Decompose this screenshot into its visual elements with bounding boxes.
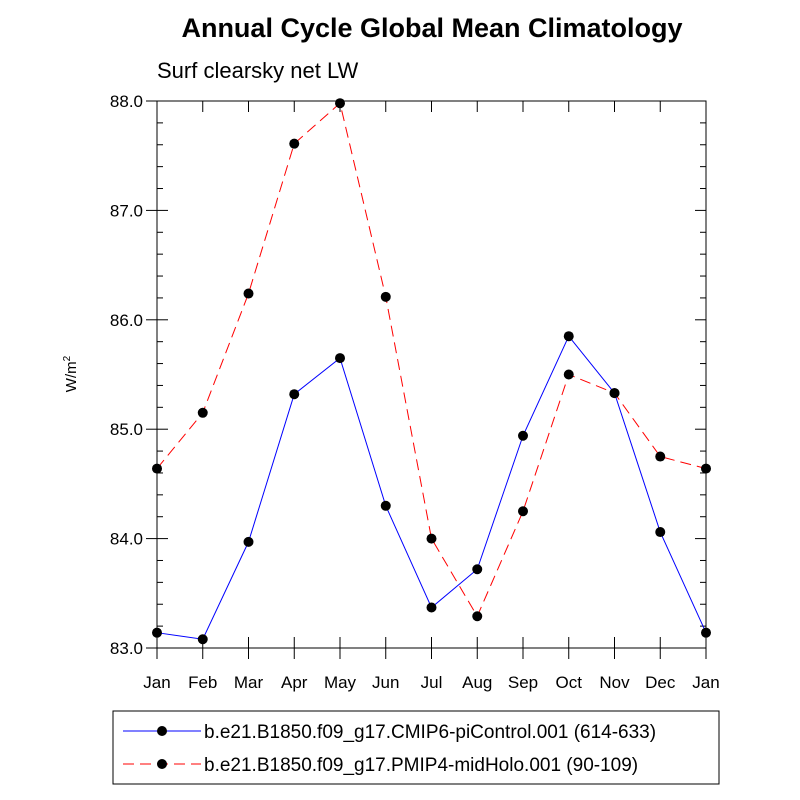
- series-1-point: [152, 627, 162, 638]
- x-tick-label: Sep: [508, 673, 538, 692]
- y-tick-label: 88.0: [110, 92, 143, 111]
- y-tick-label: 83.0: [110, 639, 143, 658]
- series-1-point: [243, 536, 254, 547]
- series-1-point: [701, 627, 711, 638]
- legend-marker-1: [157, 726, 167, 736]
- chart-title: Annual Cycle Global Mean Climatology: [181, 13, 682, 43]
- x-tick-label: Jul: [421, 673, 443, 692]
- x-tick-label: Jan: [143, 673, 170, 692]
- series-2-point: [563, 369, 574, 380]
- series-1-point: [472, 564, 483, 575]
- y-axis-label: W/m2: [62, 355, 80, 392]
- series-line-1: [156, 335, 707, 640]
- series-2-point: [655, 451, 666, 462]
- series-2-point: [426, 533, 437, 544]
- series-1-point: [426, 602, 437, 613]
- legend-marker-2: [157, 759, 167, 769]
- x-tick-label: Nov: [599, 673, 630, 692]
- x-tick-label: Jan: [692, 673, 719, 692]
- series-1-point: [289, 389, 300, 400]
- x-tick-label: Jun: [372, 673, 399, 692]
- legend-label-2: b.e21.B1850.f09_g17.PMIP4-midHolo.001 (9…: [204, 755, 638, 776]
- series-1-point: [563, 331, 574, 342]
- series-1-point: [380, 500, 391, 511]
- legend: b.e21.B1850.f09_g17.CMIP6-piControl.001 …: [112, 710, 720, 785]
- y-tick-label: 84.0: [110, 530, 143, 549]
- series-2-point: [518, 506, 528, 517]
- series-2-point: [701, 463, 711, 474]
- legend-box: [112, 710, 720, 785]
- series-2-point: [243, 288, 254, 299]
- series-1-point: [655, 527, 666, 538]
- y-tick-label: 85.0: [110, 420, 143, 439]
- series-2-point: [609, 388, 620, 399]
- x-tick-label: May: [324, 673, 357, 692]
- plot-layer: 83.0 84.0 85.0 86.0 87.0 88.0 Jan Feb Mar Apr May J…: [110, 92, 720, 692]
- series-2-point: [335, 98, 345, 109]
- x-tick-label: Apr: [281, 673, 308, 692]
- y-axis-label-text: W/m: [63, 361, 80, 392]
- series-2-point: [289, 138, 300, 149]
- series-1-point: [197, 634, 208, 645]
- series-1-point: [335, 353, 345, 364]
- series-1-point: [518, 430, 528, 441]
- y-axis-label-superscript: 2: [62, 355, 73, 361]
- x-tick-label: Feb: [188, 673, 217, 692]
- x-tick-label: Oct: [556, 673, 583, 692]
- plot-frame: [156, 100, 707, 649]
- series-2-point: [197, 407, 208, 418]
- chart-subtitle: Surf clearsky net LW: [157, 58, 359, 83]
- series-2-point: [380, 291, 391, 302]
- y-tick-label: 86.0: [110, 311, 143, 330]
- x-tick-label: Dec: [645, 673, 676, 692]
- series-2-point: [152, 463, 162, 474]
- legend-label-1: b.e21.B1850.f09_g17.CMIP6-piControl.001 …: [204, 722, 656, 743]
- x-tick-label: Aug: [462, 673, 492, 692]
- y-tick-label: 87.0: [110, 201, 143, 220]
- series-2-point: [472, 611, 483, 622]
- x-tick-label: Mar: [234, 673, 264, 692]
